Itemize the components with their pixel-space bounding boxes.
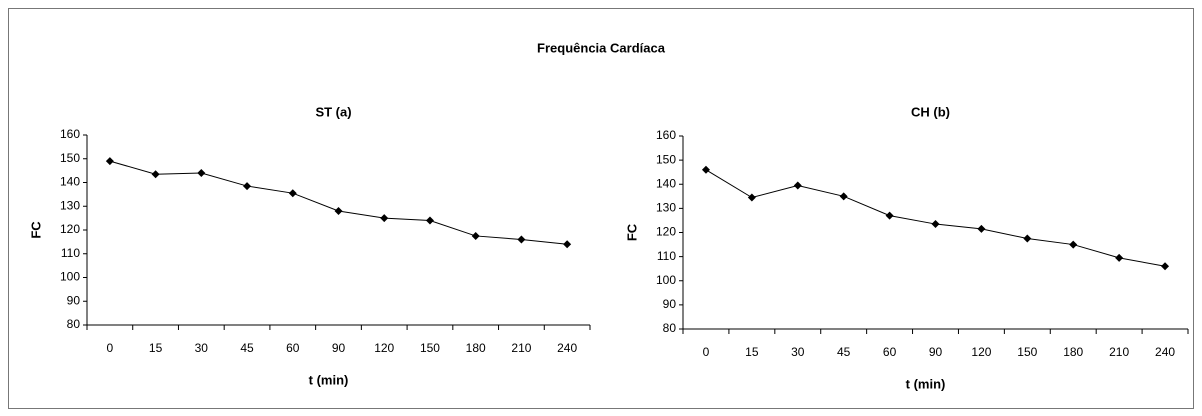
x-tick-label: 60	[883, 345, 897, 359]
chart-title: CH (b)	[911, 104, 950, 119]
marker	[563, 240, 572, 249]
marker	[793, 181, 802, 190]
marker	[885, 211, 894, 220]
y-axis-label: FC	[28, 221, 43, 239]
y-tick-label: 80	[663, 321, 677, 335]
marker	[105, 157, 114, 166]
marker	[1115, 253, 1124, 262]
y-tick-label: 130	[60, 198, 80, 212]
y-tick-label: 90	[663, 297, 677, 311]
figure-title: Frequência Cardíaca	[537, 40, 666, 55]
frame	[8, 8, 1194, 409]
x-axis-label: t (min)	[309, 372, 349, 387]
y-tick-label: 140	[656, 176, 676, 190]
x-tick-label: 240	[557, 341, 577, 355]
y-tick-label: 130	[656, 201, 676, 215]
marker	[839, 192, 848, 201]
marker	[243, 182, 252, 191]
marker	[701, 165, 710, 174]
marker	[517, 235, 526, 244]
y-tick-label: 150	[656, 152, 676, 166]
x-tick-label: 45	[837, 345, 851, 359]
marker	[931, 220, 940, 229]
marker	[288, 189, 297, 198]
marker	[977, 224, 986, 233]
x-axis-label: t (min)	[906, 376, 946, 391]
y-tick-label: 160	[656, 128, 676, 142]
y-tick-label: 110	[657, 249, 676, 263]
y-tick-label: 90	[67, 293, 81, 307]
y-tick-label: 150	[60, 151, 80, 165]
marker	[471, 231, 480, 240]
x-tick-label: 180	[466, 341, 486, 355]
y-tick-label: 120	[656, 225, 676, 239]
marker	[425, 216, 434, 225]
x-tick-label: 30	[791, 345, 805, 359]
x-tick-label: 0	[703, 345, 710, 359]
x-tick-label: 15	[745, 345, 759, 359]
x-tick-label: 45	[240, 341, 254, 355]
marker	[197, 169, 206, 177]
x-tick-label: 90	[332, 341, 346, 355]
x-tick-label: 240	[1155, 345, 1175, 359]
x-tick-label: 90	[929, 345, 943, 359]
x-tick-label: 150	[1017, 345, 1037, 359]
marker	[1023, 234, 1032, 243]
y-axis-label: FC	[624, 223, 639, 241]
marker	[1069, 240, 1078, 249]
y-tick-label: 100	[656, 273, 676, 287]
x-tick-label: 120	[971, 345, 991, 359]
x-tick-label: 150	[420, 341, 440, 355]
x-tick-label: 120	[374, 341, 394, 355]
y-tick-label: 80	[67, 317, 81, 331]
marker	[334, 207, 343, 215]
x-tick-label: 30	[195, 341, 209, 355]
y-tick-label: 120	[60, 222, 80, 236]
y-tick-label: 140	[60, 175, 80, 189]
y-tick-label: 100	[60, 270, 80, 284]
x-tick-label: 180	[1063, 345, 1083, 359]
marker	[151, 170, 160, 179]
x-tick-label: 210	[1109, 345, 1129, 359]
x-tick-label: 15	[149, 341, 163, 355]
x-tick-label: 0	[107, 341, 114, 355]
marker	[747, 193, 756, 202]
x-tick-label: 210	[511, 341, 531, 355]
y-tick-label: 110	[61, 246, 80, 260]
y-tick-label: 160	[60, 127, 80, 141]
x-tick-label: 60	[286, 341, 300, 355]
chart-title: ST (a)	[315, 104, 351, 119]
marker	[380, 214, 389, 223]
marker	[1161, 262, 1170, 271]
